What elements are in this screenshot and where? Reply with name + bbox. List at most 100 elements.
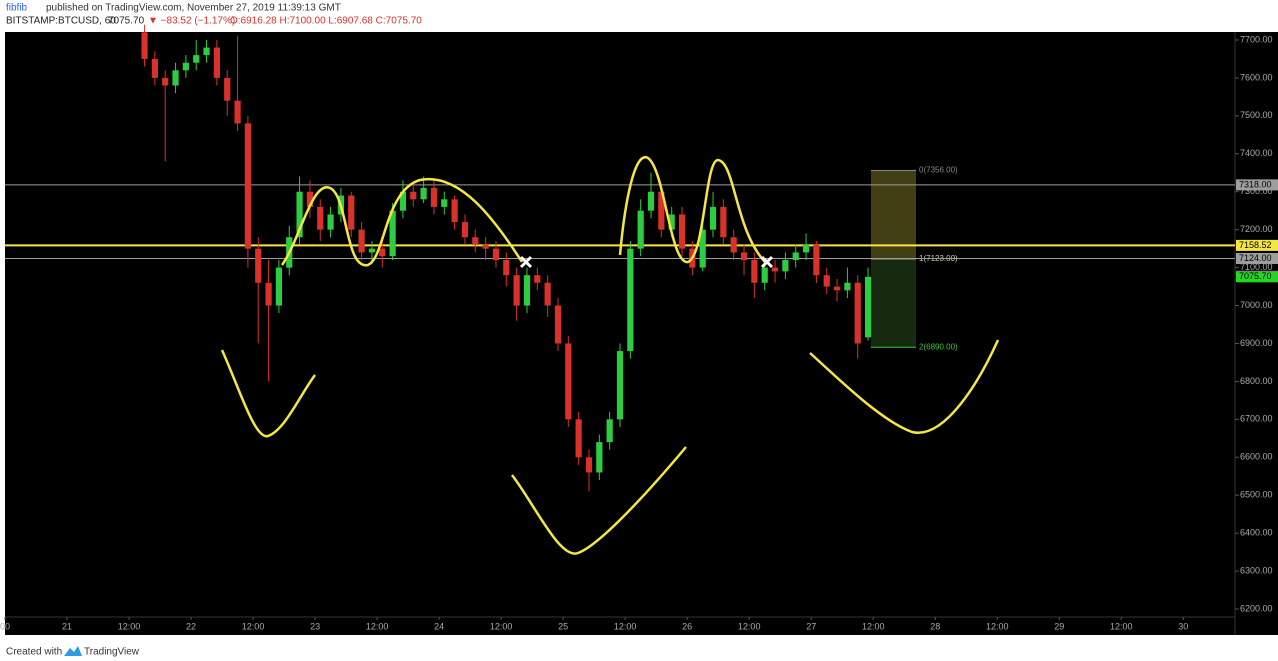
y-tick-label: 6500.00 (1240, 490, 1273, 500)
chart-area (5, 32, 1278, 635)
y-tick-label: 7400.00 (1240, 148, 1273, 158)
x-tick-label: 12:00 (862, 621, 885, 631)
x-tick-label: 28 (930, 621, 940, 631)
candle-body (616, 351, 624, 420)
candle-body (699, 229, 706, 268)
y-tick-label: 7700.00 (1240, 34, 1273, 44)
candle-body (709, 206, 717, 230)
head-curve (618, 155, 766, 264)
candle-body (182, 62, 189, 71)
y-tick-label: 7500.00 (1240, 110, 1273, 120)
tv-logo (64, 646, 82, 656)
candle-body (213, 47, 220, 78)
candle-body (441, 199, 448, 207)
candle-body (658, 191, 665, 230)
price-tag-label: 7075.70 (1239, 271, 1272, 281)
candle-body (265, 282, 272, 306)
candle-body (296, 191, 303, 238)
candle-body (389, 210, 396, 257)
candle-body (327, 214, 334, 230)
x-tick-label: 27 (806, 621, 816, 631)
y-tick-label: 7600.00 (1240, 72, 1273, 82)
x-tick-label: 30 (1178, 621, 1188, 631)
price-tag-label: 7318.00 (1239, 179, 1272, 189)
symbol: BITSTAMP:BTCUSD, 60 (6, 16, 116, 27)
y-tick-label: 6200.00 (1240, 603, 1273, 613)
x-tick-label: 00 (0, 621, 10, 631)
candle-body (647, 191, 655, 211)
shoulder-curve (280, 177, 524, 267)
bowl-curve (220, 349, 317, 438)
price-tag (1236, 271, 1278, 283)
candle-body (317, 206, 324, 230)
x-marker (519, 255, 533, 269)
candle-body (823, 275, 830, 287)
fib-label: 2(6890.00) (919, 342, 958, 351)
candle-body (565, 343, 572, 420)
markers (519, 255, 774, 269)
price-tag-label: 7124.00 (1239, 253, 1272, 263)
candle-body (585, 457, 593, 473)
candle-body (379, 248, 386, 257)
candle-body (782, 260, 789, 272)
fib-zone (871, 258, 916, 348)
candle-body (255, 248, 262, 283)
candle-body (544, 282, 551, 306)
candle-body (244, 123, 251, 249)
candle-body (606, 419, 613, 443)
candle-body (472, 237, 479, 245)
y-tick-label: 7300.00 (1240, 186, 1273, 196)
candle-body (172, 70, 179, 86)
y-tick-label: 7100.00 (1240, 262, 1273, 272)
candle-body (482, 244, 489, 249)
y-tick-label: 6400.00 (1240, 528, 1273, 538)
x-tick-label: 12:00 (614, 621, 637, 631)
candle-body (720, 206, 727, 238)
y-tick-label: 6700.00 (1240, 414, 1273, 424)
candle-body (637, 210, 644, 249)
candle-body (554, 305, 562, 344)
candle-body (740, 252, 748, 261)
candle-body (234, 100, 241, 124)
x-tick-label: 26 (682, 621, 692, 631)
x-tick-label: 12:00 (1110, 621, 1133, 631)
x-marker (760, 255, 774, 269)
y-tick-label: 7000.00 (1240, 300, 1273, 310)
x-tick-label: 12:00 (490, 621, 513, 631)
x-tick-label: 23 (310, 621, 320, 631)
candle-body (399, 191, 407, 211)
candle-body (792, 252, 799, 261)
candle-body (451, 199, 458, 223)
candle-body (844, 282, 851, 291)
candle-body (751, 260, 758, 283)
candle-body (596, 442, 603, 473)
candle-body (358, 229, 365, 253)
candle-body (410, 191, 417, 200)
candle-body (430, 187, 438, 207)
y-tick-label: 6300.00 (1240, 565, 1273, 575)
candle-body (833, 286, 841, 291)
x-tick-label: 12:00 (986, 621, 1009, 631)
y-tick-label: 7200.00 (1240, 224, 1273, 234)
annotations (220, 155, 1000, 555)
candle-body (534, 275, 541, 283)
published: published on TradingView.com, November 2… (46, 3, 341, 14)
candle-body (730, 237, 737, 253)
last-price: 7075.70 (108, 16, 145, 27)
candle-body (513, 275, 520, 306)
price-tag (1236, 179, 1278, 191)
candle-body (275, 267, 283, 306)
candle-body (224, 77, 231, 101)
candle-body (461, 222, 469, 238)
price-tag (1236, 252, 1278, 264)
candle-body (368, 248, 376, 253)
candle-body (203, 47, 210, 56)
candle-body (802, 244, 810, 253)
change: ▼ −83.52 (−1.17%) (148, 16, 235, 27)
candle-body (523, 275, 531, 306)
fib-label: 0(7356.00) (919, 166, 958, 175)
candle-body (420, 187, 427, 200)
candle-body (668, 214, 675, 230)
candle-body (627, 248, 634, 352)
